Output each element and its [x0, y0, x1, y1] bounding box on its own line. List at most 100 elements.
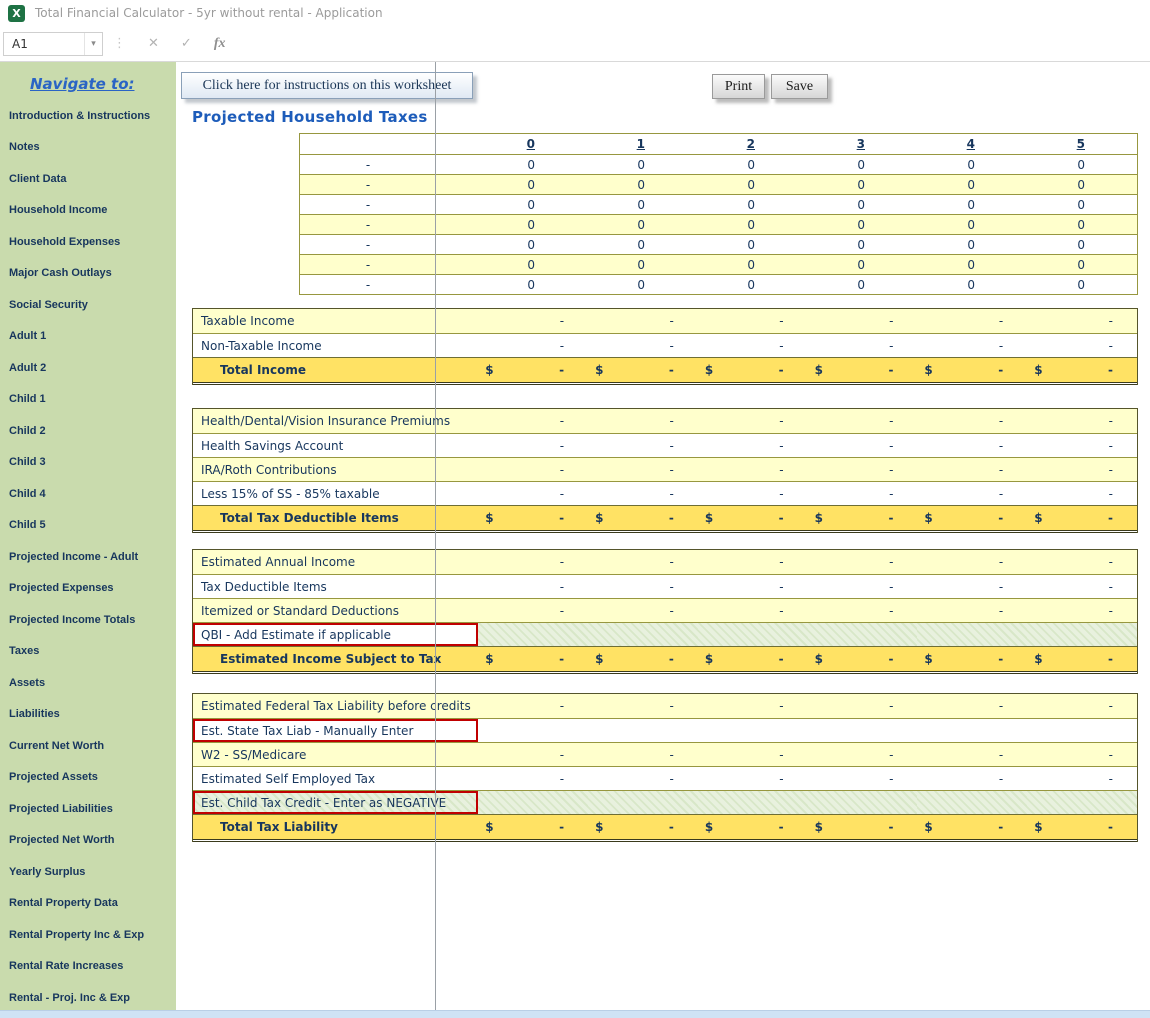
sidebar-item-liabilities[interactable]: Liabilities: [9, 708, 60, 721]
value-cell[interactable]: [588, 623, 698, 646]
value-cell[interactable]: -: [478, 743, 589, 766]
summary-value-cell[interactable]: 0: [857, 277, 865, 292]
value-cell[interactable]: [917, 623, 1028, 646]
summary-value-cell[interactable]: 0: [527, 237, 535, 252]
value-cell[interactable]: [807, 623, 918, 646]
value-cell[interactable]: -: [807, 458, 918, 481]
value-cell[interactable]: -: [917, 309, 1028, 333]
value-cell[interactable]: -: [588, 575, 698, 598]
value-cell[interactable]: -: [697, 767, 808, 790]
value-cell[interactable]: -: [588, 767, 698, 790]
value-cell[interactable]: -: [917, 434, 1028, 457]
value-cell[interactable]: [807, 719, 918, 742]
value-cell[interactable]: $ -: [1027, 358, 1137, 382]
sidebar-item-yearly-surplus[interactable]: Yearly Surplus: [9, 865, 86, 878]
value-cell[interactable]: -: [478, 575, 589, 598]
value-cell[interactable]: -: [917, 599, 1028, 622]
sidebar-item-projected-expenses[interactable]: Projected Expenses: [9, 582, 114, 595]
summary-value-cell[interactable]: 0: [637, 157, 645, 172]
summary-value-cell[interactable]: 0: [967, 257, 975, 272]
value-cell[interactable]: -: [588, 409, 698, 433]
value-cell[interactable]: -: [1027, 482, 1137, 505]
value-cell[interactable]: -: [588, 334, 698, 357]
value-cell[interactable]: -: [807, 309, 918, 333]
value-cell[interactable]: $ -: [697, 815, 808, 839]
value-cell[interactable]: $ -: [807, 506, 918, 530]
value-cell[interactable]: -: [917, 743, 1028, 766]
value-cell[interactable]: [807, 791, 918, 814]
sidebar-item-current-net-worth[interactable]: Current Net Worth: [9, 739, 105, 752]
value-cell[interactable]: $ -: [917, 506, 1028, 530]
value-cell[interactable]: $ -: [807, 647, 918, 671]
summary-value-cell[interactable]: 0: [527, 157, 535, 172]
sidebar-item-taxes[interactable]: Taxes: [9, 645, 40, 658]
summary-row-label[interactable]: -: [365, 217, 371, 232]
value-cell[interactable]: $ -: [807, 815, 918, 839]
summary-value-cell[interactable]: 0: [527, 217, 535, 232]
sidebar-item-child-1[interactable]: Child 1: [9, 393, 46, 406]
formula-input[interactable]: [243, 31, 1150, 57]
summary-value-cell[interactable]: 0: [747, 277, 755, 292]
summary-value-cell[interactable]: 0: [857, 237, 865, 252]
sidebar-item-child-3[interactable]: Child 3: [9, 456, 46, 469]
value-cell[interactable]: -: [697, 550, 808, 574]
value-cell[interactable]: $ -: [588, 358, 698, 382]
summary-value-cell[interactable]: 0: [967, 277, 975, 292]
value-cell[interactable]: -: [807, 767, 918, 790]
value-cell[interactable]: -: [1027, 409, 1137, 433]
value-cell[interactable]: -: [1027, 599, 1137, 622]
value-cell[interactable]: $ -: [1027, 647, 1137, 671]
value-cell[interactable]: -: [588, 309, 698, 333]
sidebar-item-client-data[interactable]: Client Data: [9, 172, 67, 185]
value-cell[interactable]: -: [1027, 309, 1137, 333]
value-cell[interactable]: -: [588, 434, 698, 457]
value-cell[interactable]: -: [588, 694, 698, 718]
value-cell[interactable]: [697, 623, 808, 646]
value-cell[interactable]: -: [917, 458, 1028, 481]
value-cell[interactable]: $ -: [697, 358, 808, 382]
sidebar-item-notes[interactable]: Notes: [9, 141, 40, 154]
summary-value-cell[interactable]: 0: [527, 177, 535, 192]
value-cell[interactable]: -: [478, 409, 589, 433]
value-cell[interactable]: -: [697, 482, 808, 505]
value-cell[interactable]: [478, 623, 589, 646]
value-cell[interactable]: -: [478, 767, 589, 790]
value-cell[interactable]: $ -: [478, 506, 589, 530]
sidebar-item-adult-1[interactable]: Adult 1: [9, 330, 47, 343]
summary-value-cell[interactable]: 0: [857, 197, 865, 212]
summary-row-label[interactable]: -: [365, 277, 371, 292]
summary-value-cell[interactable]: 0: [967, 177, 975, 192]
summary-row-label[interactable]: -: [365, 177, 371, 192]
value-cell[interactable]: $ -: [1027, 815, 1137, 839]
value-cell[interactable]: -: [697, 575, 808, 598]
value-cell[interactable]: -: [917, 482, 1028, 505]
summary-value-cell[interactable]: 0: [637, 277, 645, 292]
value-cell[interactable]: -: [478, 434, 589, 457]
summary-value-cell[interactable]: 0: [967, 197, 975, 212]
value-cell[interactable]: -: [807, 550, 918, 574]
summary-value-cell[interactable]: 0: [1077, 157, 1085, 172]
value-cell[interactable]: [697, 719, 808, 742]
value-cell[interactable]: $ -: [478, 815, 589, 839]
sidebar-item-child-2[interactable]: Child 2: [9, 424, 46, 437]
value-cell[interactable]: [1027, 791, 1137, 814]
value-cell[interactable]: -: [807, 599, 918, 622]
value-cell[interactable]: -: [1027, 458, 1137, 481]
summary-value-cell[interactable]: 0: [637, 177, 645, 192]
summary-value-cell[interactable]: 0: [527, 257, 535, 272]
value-cell[interactable]: [917, 791, 1028, 814]
value-cell[interactable]: -: [478, 550, 589, 574]
value-cell[interactable]: $ -: [917, 647, 1028, 671]
value-cell[interactable]: $ -: [917, 358, 1028, 382]
summary-value-cell[interactable]: 0: [857, 257, 865, 272]
value-cell[interactable]: $ -: [1027, 506, 1137, 530]
sidebar-item-household-income[interactable]: Household Income: [9, 204, 108, 217]
value-cell[interactable]: $ -: [588, 647, 698, 671]
sidebar-item-social-security[interactable]: Social Security: [9, 298, 88, 311]
value-cell[interactable]: -: [588, 482, 698, 505]
cell-name-box[interactable]: A1 ▾: [3, 31, 103, 56]
summary-value-cell[interactable]: 0: [1077, 197, 1085, 212]
summary-value-cell[interactable]: 0: [747, 177, 755, 192]
value-cell[interactable]: -: [478, 458, 589, 481]
value-cell[interactable]: -: [917, 409, 1028, 433]
